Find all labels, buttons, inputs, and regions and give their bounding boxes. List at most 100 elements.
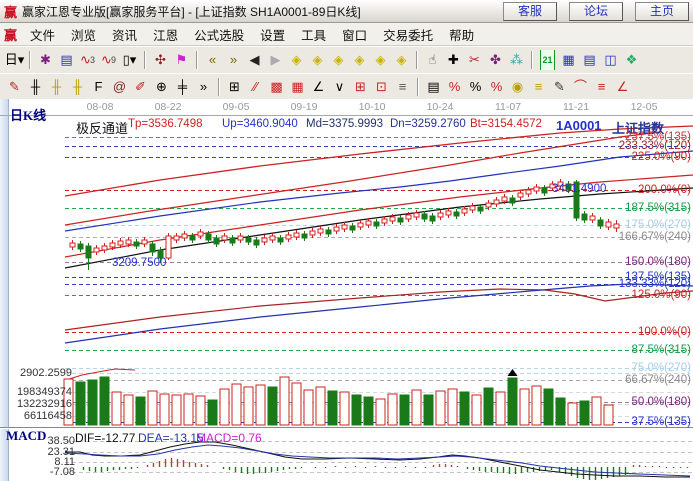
- diamond-right-icon[interactable]: ◈: [354, 52, 365, 67]
- date-tick: 10-24: [426, 101, 454, 113]
- diamond-up-icon[interactable]: ◈: [291, 52, 302, 67]
- pencil-tool-icon[interactable]: ✎: [9, 79, 20, 94]
- menu-browse[interactable]: 浏览: [71, 28, 97, 43]
- coin-tool-icon[interactable]: ◉: [511, 79, 524, 94]
- fan-lines-icon[interactable]: ∕∕: [253, 79, 258, 94]
- menu-bar: 赢 文件 浏览 资讯 江恩 公式选股 设置 工具 窗口 交易委托 帮助: [0, 23, 693, 46]
- gann-web-icon[interactable]: ▦: [291, 79, 304, 94]
- pencil-comb-icon[interactable]: ✐: [135, 79, 146, 94]
- percent-level-label: 66.67%(240): [625, 374, 691, 386]
- nav-next-icon[interactable]: ▶: [270, 52, 281, 67]
- macd-indicator-value: DIF=-12.77: [75, 431, 136, 445]
- app-logo-icon: 赢: [4, 4, 18, 20]
- percent-level-label: 125.0%(90): [631, 289, 691, 301]
- arc-tool-icon[interactable]: ⌒: [573, 79, 587, 94]
- percent-level-label: 200.0%(0): [637, 184, 691, 196]
- gold-comb-2-icon[interactable]: ╫: [72, 79, 83, 94]
- percent-top-icon[interactable]: %: [448, 79, 461, 94]
- candle-style-icon[interactable]: ▯▾: [122, 52, 137, 67]
- left-panel-strip[interactable]: [0, 99, 9, 481]
- percent-level-label: 50.0%(180): [631, 396, 691, 408]
- notes-icon[interactable]: ▤: [583, 52, 596, 67]
- check-lines-icon[interactable]: ∨: [334, 79, 345, 94]
- toolbar: 日▾ ✱ ▤ ∿ 3 ∿ 9 ▯▾ ✣ ⚑ «» ◀ ▶ ◈ ◈ ◈ ◈ ◈ ◈ ☝ ✚ ✂ ✤ ⁂ 21 ▦ ▤ ◫ ❖ ✎ ╫ ╫ ╫ F @…: [0, 46, 693, 100]
- red-lines-icon[interactable]: ≡: [597, 79, 606, 94]
- percent-level-label: 233.33%(120): [618, 140, 691, 152]
- percent-level-label: 137.5%(135): [625, 271, 691, 283]
- pattern-flower-icon[interactable]: ✱: [40, 52, 51, 67]
- toolbar-separator: [416, 51, 418, 69]
- wave-9-icon[interactable]: ∿ 9: [101, 52, 116, 67]
- f-comb-icon[interactable]: F: [94, 79, 103, 94]
- title-bar: 赢 赢家江恩专业版[赢家服务平台] - [上证指数 SH1A0001-89日K线…: [0, 0, 693, 23]
- menu-window[interactable]: 窗口: [342, 28, 368, 43]
- toolbar-separator: [531, 51, 533, 69]
- menu-tools[interactable]: 工具: [301, 28, 327, 43]
- candle-pencil-icon[interactable]: ✎: [554, 79, 565, 94]
- wave-3-icon[interactable]: ∿ 3: [80, 52, 95, 67]
- coin-lines-icon[interactable]: ≡: [534, 79, 543, 94]
- macd-pane-label: MACD: [6, 428, 47, 443]
- angle-lines-icon[interactable]: ∠: [312, 79, 325, 94]
- slant-lines-icon[interactable]: ≡: [398, 79, 407, 94]
- customer-service-button[interactable]: 客服: [503, 2, 557, 21]
- indicator-value: Md=3375.9993: [306, 118, 384, 130]
- gann-wheel-icon[interactable]: ✣: [155, 52, 166, 67]
- percent-line-icon[interactable]: %: [490, 79, 503, 94]
- clover-tool-icon[interactable]: ✤: [490, 52, 501, 67]
- indicator-value: Tp=3536.7498: [128, 118, 203, 130]
- nav-prev-icon[interactable]: ◀: [249, 52, 260, 67]
- crosshair-icon[interactable]: ✚: [448, 52, 459, 67]
- save-icon[interactable]: ◫: [604, 52, 617, 67]
- diamond-center-icon[interactable]: ◈: [375, 52, 386, 67]
- nav-last-icon[interactable]: »: [229, 52, 238, 67]
- spiral-icon[interactable]: @: [112, 79, 127, 94]
- diamond-expand-icon[interactable]: ◈: [396, 52, 407, 67]
- info-list-icon[interactable]: ▤: [60, 52, 73, 67]
- menu-news[interactable]: 资讯: [112, 28, 138, 43]
- scale-value: 2902.2599: [20, 367, 72, 379]
- forum-button[interactable]: 论坛: [569, 2, 623, 21]
- calculator-icon[interactable]: ▦: [562, 52, 575, 67]
- toolbar-separator: [417, 78, 419, 96]
- percent-level-label: 225.0%(90): [631, 151, 691, 163]
- circle-measure-icon[interactable]: ⊕: [156, 79, 167, 94]
- red-grid-1-icon[interactable]: ⊞: [355, 79, 366, 94]
- diamond-left-icon[interactable]: ◈: [333, 52, 344, 67]
- network-icon[interactable]: ❖: [625, 52, 638, 67]
- home-button[interactable]: 主页: [635, 2, 689, 21]
- main-chart-svg[interactable]: [0, 99, 693, 481]
- indicator-value: Dn=3259.2760: [390, 118, 466, 130]
- anchor-grid-icon[interactable]: ⊞: [229, 79, 240, 94]
- cut-tool-icon[interactable]: ✂: [469, 52, 480, 67]
- nav-first-icon[interactable]: «: [208, 52, 217, 67]
- menu-gann[interactable]: 江恩: [153, 28, 179, 43]
- menu-settings[interactable]: 设置: [260, 28, 286, 43]
- indicator-value: Bt=3154.4572: [470, 118, 542, 130]
- gold-comb-1-icon[interactable]: ╫: [51, 79, 62, 94]
- color-flag-icon[interactable]: ⚑: [175, 52, 188, 67]
- menu-formula-stock-pick[interactable]: 公式选股: [194, 28, 245, 43]
- brain-tool-icon[interactable]: ⁂: [510, 52, 523, 67]
- more-tools-icon[interactable]: »: [199, 79, 208, 94]
- date-tick: 10-10: [358, 101, 386, 113]
- hand-tool-icon[interactable]: ☝: [428, 52, 437, 67]
- gann-box-icon[interactable]: ▩: [270, 79, 283, 94]
- red-angle-icon[interactable]: ∠: [616, 79, 629, 94]
- kline-period-icon[interactable]: 日▾: [4, 52, 25, 67]
- red-grid-2-icon[interactable]: ⊡: [376, 79, 387, 94]
- percent-level-label: 37.5%(135): [631, 416, 691, 428]
- macd-scale-value: 23.31: [47, 446, 75, 458]
- comb-tool-icon[interactable]: ╫: [30, 79, 41, 94]
- macd-indicator-value: MACD=0.76: [196, 431, 262, 445]
- date-tick: 09-05: [222, 101, 250, 113]
- menu-file[interactable]: 文件: [30, 28, 56, 43]
- menu-trade[interactable]: 交易委托: [383, 28, 434, 43]
- scale-tool-icon[interactable]: ▤: [427, 79, 440, 94]
- percent-icon[interactable]: %: [469, 79, 482, 94]
- calendar-icon[interactable]: 21: [537, 50, 558, 70]
- percent-level-label: 175.0%(270): [625, 219, 691, 231]
- menu-help[interactable]: 帮助: [449, 28, 475, 43]
- comb-2-icon[interactable]: ╪: [177, 79, 188, 94]
- diamond-down-icon[interactable]: ◈: [312, 52, 323, 67]
